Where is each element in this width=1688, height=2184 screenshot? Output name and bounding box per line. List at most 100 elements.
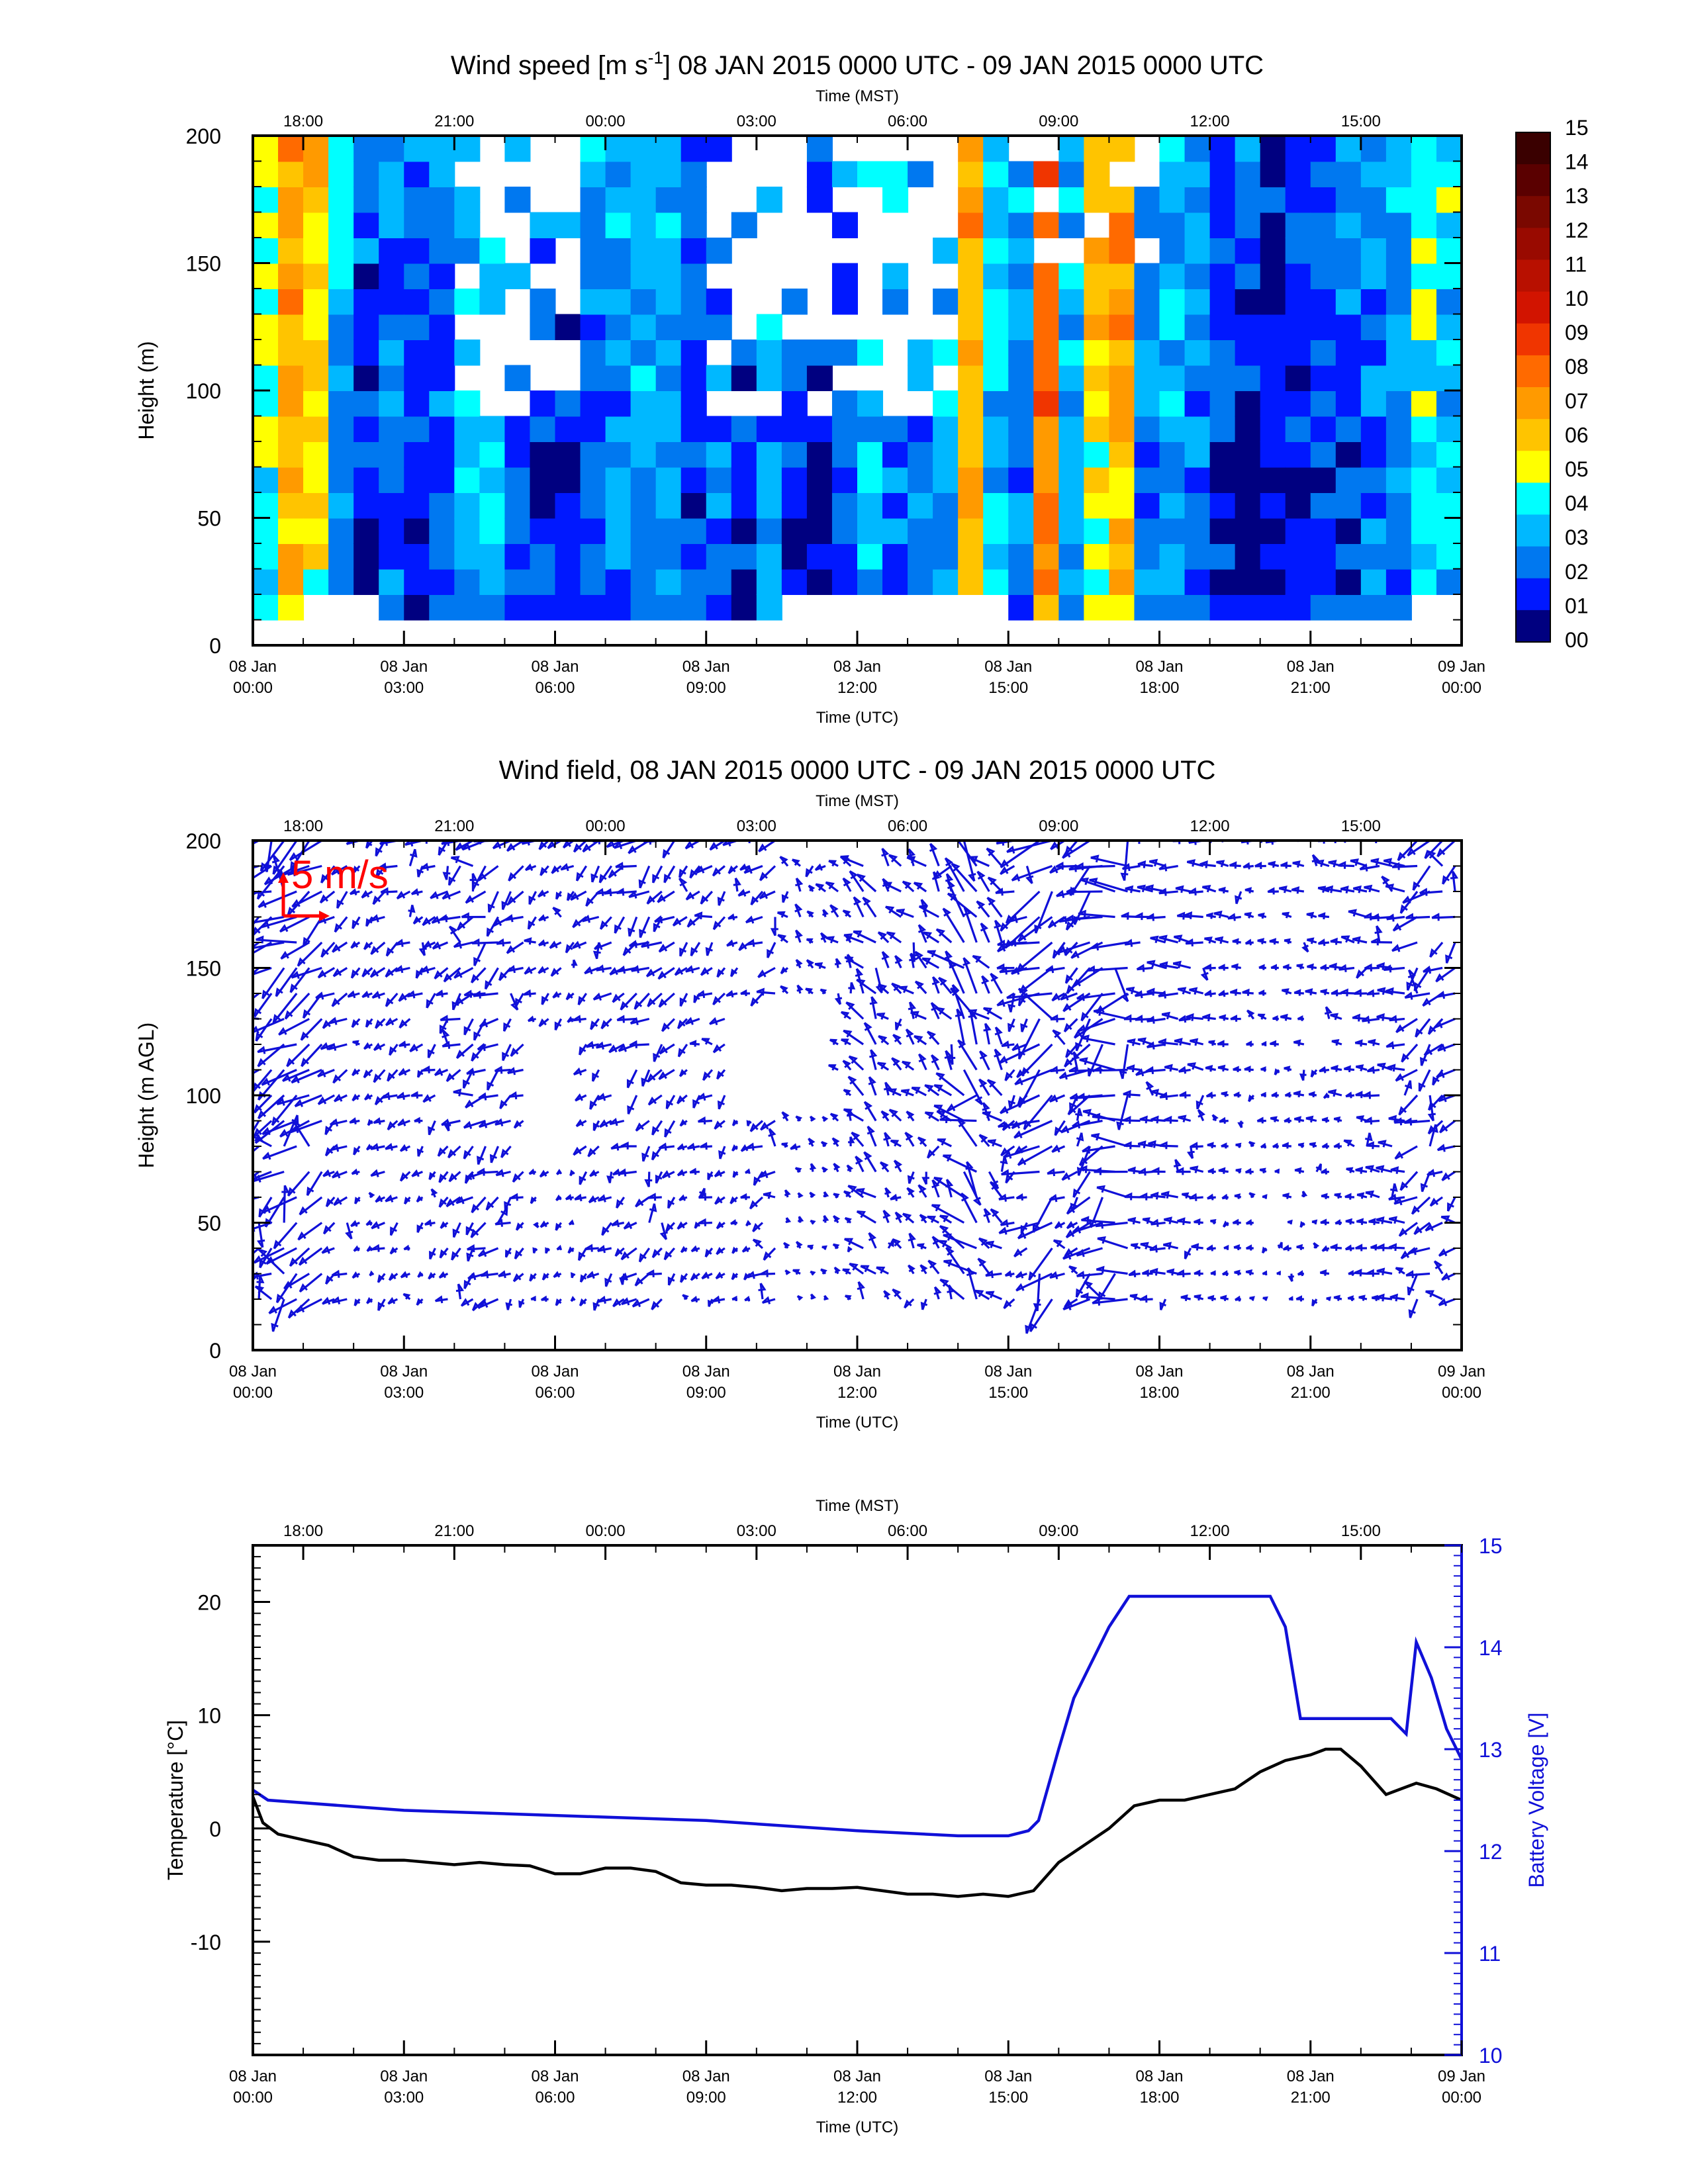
speed-cell [1360,594,1387,621]
wind-vector-head [1341,935,1350,943]
wind-vector-head [738,942,747,951]
wind-vector-head [939,1279,949,1287]
wind-vector-head [354,1197,361,1205]
speed-cell [1159,161,1186,187]
wind-vector-head [717,1100,726,1109]
speed-cell [1335,161,1362,187]
speed-cell [278,390,305,417]
wind-vector [926,1030,940,1046]
wind-vector-head [1205,1091,1213,1099]
x-tick-label-date: 08 Jan [1135,1363,1183,1381]
speed-cell [882,492,909,519]
wind-vector-head [690,1245,698,1252]
wind-vector [713,916,726,931]
wind-vector-head [1054,1220,1063,1229]
wind-vector-head [832,1137,840,1146]
wind-vector-head [352,1040,359,1046]
x-tick-label-date: 08 Jan [984,2068,1032,2085]
speed-cell [1159,518,1186,544]
wind-vector-head [1293,1116,1302,1123]
wind-vector-head [647,1096,657,1106]
speed-cell [303,136,330,162]
wind-vector-head [1385,987,1394,995]
wind-vector-head [633,1000,643,1010]
wind-vector [1432,915,1456,919]
speed-cell [1411,492,1437,519]
wind-vector-head [843,909,851,917]
wind-vector [1000,865,1015,876]
wind-vector-head [1173,1159,1182,1167]
wind-vector [1388,1196,1405,1201]
speed-cell [454,238,481,264]
wind-vector-head [626,1079,634,1088]
wind-vector-head [990,972,999,982]
speed-cell [1310,340,1336,366]
wind-vector-head [1008,1003,1015,1013]
wind-vector-head [1274,1068,1280,1075]
wind-vector-head [375,847,383,856]
wind-vector [700,890,714,905]
x-tick-label-date: 08 Jan [833,2068,881,2085]
wind-vector-head [1160,1191,1170,1199]
speed-cell [353,416,380,442]
speed-cell [1436,289,1462,315]
wind-vector [1446,942,1456,964]
wind-vector [1016,941,1053,972]
wind-vector-head [1377,987,1386,995]
wind-vector [254,1285,273,1300]
speed-cell [580,365,606,391]
x-tick-label-time: 21:00 [1291,2089,1331,2107]
wind-vector-head [1233,1091,1240,1098]
speed-cell [530,212,556,238]
wind-vector-head [627,1105,635,1115]
wind-vector [939,1118,977,1122]
wind-vector-head [1402,895,1411,904]
speed-cell [504,136,531,162]
wind-vector-head [1330,1013,1339,1021]
wind-vector-head [329,1118,338,1127]
wind-vector [662,841,676,859]
speed-cell [882,441,909,468]
wind-vector-head [689,869,698,878]
speed-cell [404,161,430,187]
wind-vector-head [256,935,264,944]
wind-vector-head [1162,1242,1172,1250]
wind-vector-head [1431,913,1440,921]
wind-vector-head [331,1170,341,1179]
speed-cell [580,543,606,570]
wind-vector-head [453,1088,462,1097]
wind-vector-head [677,1169,685,1177]
wind-vector-head [499,1099,508,1109]
wind-vector-head [1387,1064,1396,1072]
wind-vector-head [272,1014,281,1023]
wind-vector [931,1179,940,1198]
wind-vector-head [1010,966,1020,975]
speed-cell [429,543,455,570]
wind-vector-head [1311,854,1320,863]
speed-cell [1335,314,1362,340]
wind-vector [780,828,788,841]
wind-vector-head [492,918,502,927]
speed-cell [806,340,833,366]
wind-vector [286,1043,310,1068]
wind-vector-head [1374,925,1383,934]
speed-cell [1134,518,1160,544]
wind-vector-head [739,863,748,871]
wind-vector [287,1171,310,1197]
wind-vector-head [750,997,759,1007]
wind-vector [478,865,499,882]
speed-cell [731,340,757,366]
speed-cell [1360,340,1387,366]
wind-vector-head [347,990,356,999]
wind-vector-head [332,968,342,977]
speed-cell [1058,543,1085,570]
speed-cell [756,187,782,213]
wind-vector-head [1271,1091,1278,1098]
speed-cell [731,365,757,391]
wind-vector-head [987,1139,997,1147]
speed-cell [1285,161,1311,187]
wind-vector-head [894,954,903,964]
wind-vector [253,941,260,948]
speed-cell [1184,492,1211,519]
wind-vector-head [1244,1167,1252,1175]
